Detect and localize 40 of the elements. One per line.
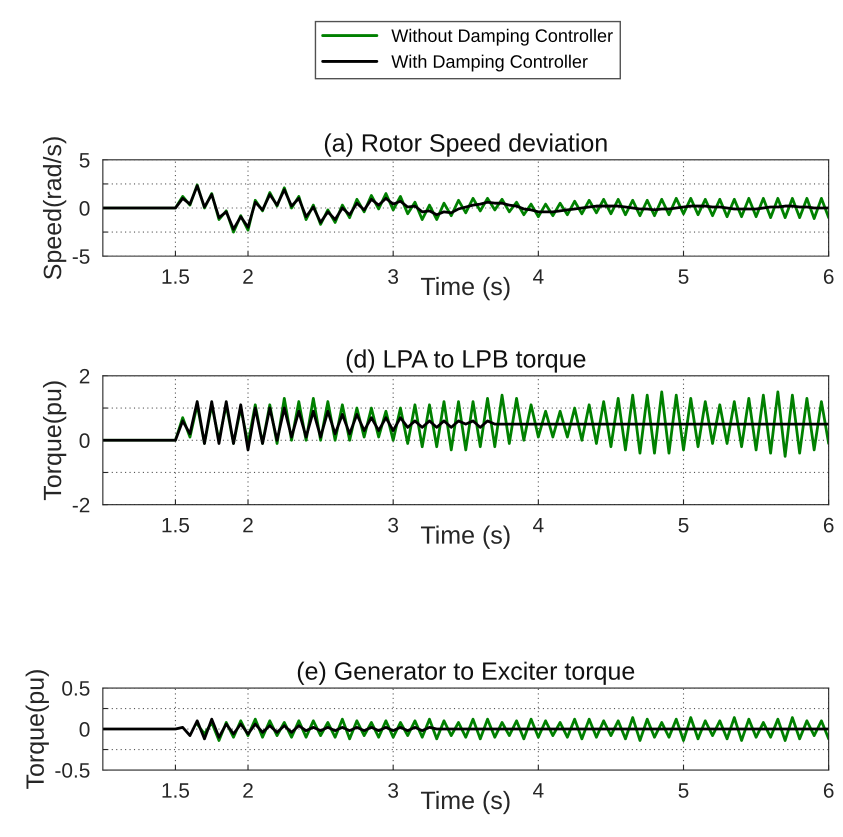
line-series <box>102 718 829 740</box>
chart-title: (e) Generator to Exciter torque <box>298 662 634 685</box>
y-tick-label: 0 <box>80 200 90 216</box>
x-tick-label: 5 <box>678 269 688 284</box>
x-axis-title: Time (s) <box>420 526 510 549</box>
x-tick-label: 1.5 <box>162 518 190 533</box>
x-tick-label: 2 <box>243 269 253 284</box>
y-tick-label: 0 <box>80 433 90 448</box>
y-tick-label: -0.5 <box>55 763 90 778</box>
x-tick-label: 5 <box>678 518 688 533</box>
legend-label: With Damping Controller <box>391 54 588 72</box>
x-tick-label: 4 <box>533 783 544 798</box>
x-tick-label: 2 <box>243 518 253 532</box>
y-axis-title: Torque(pu) <box>26 670 49 789</box>
y-tick-label: -5 <box>72 249 90 264</box>
x-axis-title: Time (s) <box>420 790 510 814</box>
chart-title: (a) Rotor Speed deviation <box>324 133 607 157</box>
x-tick-label: 1.5 <box>162 783 190 798</box>
x-tick-label: 4 <box>533 518 544 532</box>
x-tick-label: 6 <box>824 269 834 284</box>
x-tick-label: 2 <box>243 783 253 798</box>
x-axis-title: Time (s) <box>420 276 510 300</box>
x-tick-label: 6 <box>824 783 834 798</box>
x-tick-label: 5 <box>678 783 688 798</box>
chart-title: (d) LPA to LPB torque <box>346 349 586 373</box>
y-tick-label: -2 <box>72 498 90 512</box>
y-tick-label: 0 <box>80 722 90 737</box>
y-tick-label: 2 <box>80 368 90 384</box>
x-tick-label: 3 <box>388 783 398 798</box>
line-series <box>102 400 829 452</box>
x-tick-label: 3 <box>388 518 398 533</box>
y-axis-title: Speed(rad/s) <box>42 137 66 280</box>
x-tick-label: 4 <box>533 269 544 284</box>
y-axis-title: Torque(pu) <box>42 381 66 500</box>
y-tick-label: 5 <box>80 153 90 168</box>
y-tick-label: 0.5 <box>62 681 90 696</box>
x-tick-label: 1.5 <box>162 269 190 284</box>
x-tick-label: 6 <box>824 518 834 533</box>
x-tick-label: 3 <box>388 269 398 284</box>
legend-label: Without Damping Controller <box>391 28 613 46</box>
